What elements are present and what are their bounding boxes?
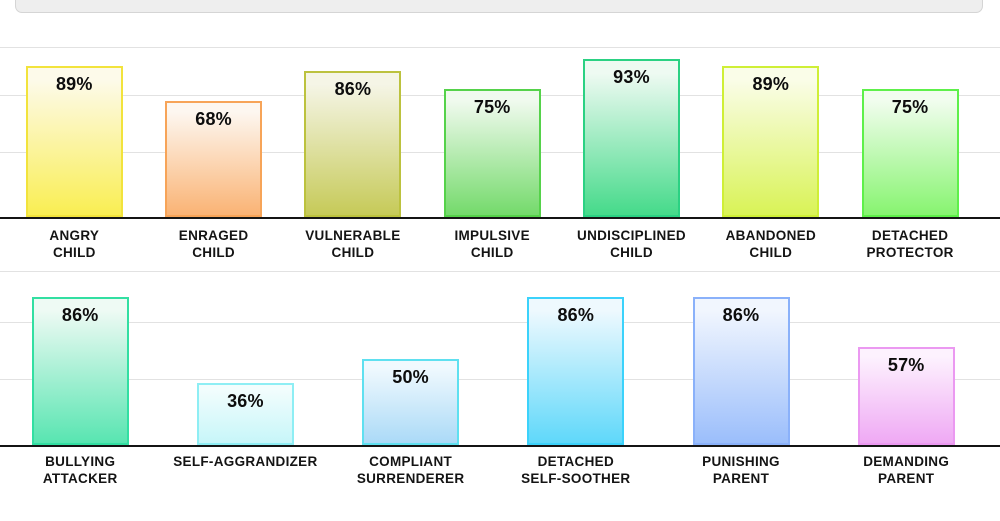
bar-angry-child[interactable]: 89%: [25, 66, 123, 217]
x-axis-line: [0, 445, 1000, 447]
category-label-line: SELF-AGGRANDIZER: [173, 454, 318, 469]
bar-value-label: 86%: [334, 79, 372, 99]
category-label-abandoned-child: ABANDONED CHILD: [691, 227, 851, 261]
category-label-line: PROTECTOR: [866, 245, 954, 260]
bar-enraged-child[interactable]: 68%: [165, 101, 263, 217]
category-label-line: VULNERABLE: [305, 228, 401, 243]
bar-value-label: 86%: [722, 305, 760, 325]
category-label-line: PUNISHING: [702, 454, 780, 469]
bar-value-label: 86%: [557, 305, 595, 325]
category-label-line: CHILD: [52, 245, 96, 260]
collapsed-panel[interactable]: [15, 0, 983, 13]
category-label-line: CHILD: [470, 245, 514, 260]
category-label-undisciplined-child: UNDISCIPLINED CHILD: [552, 227, 712, 261]
category-label-line: ANGRY: [49, 228, 100, 243]
bar-abandoned-child[interactable]: 89%: [722, 66, 820, 217]
bar-detached-protector[interactable]: 75%: [861, 89, 959, 217]
bar-punishing-parent[interactable]: 86%: [692, 297, 790, 445]
category-label-line: BULLYING: [45, 454, 116, 469]
category-label-line: ATTACKER: [42, 471, 118, 486]
gridline-100pct: [0, 271, 1000, 272]
bar-value-label: 89%: [55, 74, 93, 94]
category-label-line: CHILD: [331, 245, 375, 260]
category-label-line: DETACHED: [871, 228, 949, 243]
category-label-line: CHILD: [192, 245, 235, 260]
category-label-demanding-parent: DEMANDING PARENT: [826, 453, 986, 487]
category-label-angry-child: ANGRY CHILD: [0, 227, 154, 261]
bar-value-label: 75%: [473, 97, 511, 117]
bar-detached-self-soother[interactable]: 86%: [527, 297, 625, 445]
bar-value-label: 75%: [891, 97, 929, 117]
category-label-line: UNDISCIPLINED: [577, 228, 686, 243]
bar-value-label: 93%: [613, 67, 650, 87]
bar-bullying-attacker[interactable]: 86%: [31, 297, 129, 445]
category-label-detached-self-soother: DETACHED SELF-SOOTHER: [496, 453, 656, 487]
category-label-line: IMPULSIVE: [454, 228, 530, 243]
category-label-punishing-parent: PUNISHING PARENT: [661, 453, 821, 487]
category-label-line: CHILD: [749, 245, 793, 260]
category-label-line: PARENT: [878, 471, 935, 486]
category-label-line: SELF-SOOTHER: [521, 471, 631, 486]
bar-demanding-parent[interactable]: 57%: [857, 347, 955, 445]
category-label-line: ABANDONED: [725, 228, 817, 243]
category-label-line: COMPLIANT: [369, 454, 453, 469]
category-label-impulsive-child: IMPULSIVE CHILD: [412, 227, 572, 261]
category-label-line: SURRENDERER: [356, 471, 465, 486]
bar-value-label: 68%: [195, 109, 232, 129]
gridline: [0, 322, 1000, 323]
category-label-line: ENRAGED: [178, 228, 249, 243]
category-label-line: CHILD: [610, 245, 653, 260]
bar-value-label: 86%: [61, 305, 99, 325]
category-label-self-aggrandizer: SELF-AGGRANDIZER: [165, 453, 325, 470]
bar-self-aggrandizer[interactable]: 36%: [196, 383, 294, 445]
gridline-100pct: [0, 47, 1000, 48]
bar-vulnerable-child[interactable]: 86%: [304, 71, 402, 217]
bar-undisciplined-child[interactable]: 93%: [583, 59, 680, 217]
bar-value-label: 57%: [887, 355, 925, 375]
category-label-line: PARENT: [712, 471, 770, 486]
category-label-bullying-attacker: BULLYING ATTACKER: [0, 453, 160, 487]
x-axis-line: [0, 217, 1000, 219]
gridline: [0, 378, 1000, 380]
bar-impulsive-child[interactable]: 75%: [443, 89, 541, 217]
bar-value-label: 36%: [227, 391, 264, 411]
category-label-enraged-child: ENRAGED CHILD: [134, 227, 294, 261]
category-label-compliant-surrenderer: COMPLIANT SURRENDERER: [331, 453, 491, 487]
category-label-line: DETACHED: [537, 454, 614, 469]
category-label-line: DEMANDING: [863, 454, 950, 469]
bar-value-label: 89%: [752, 74, 790, 94]
category-label-detached-protector: DETACHED PROTECTOR: [830, 227, 990, 261]
category-label-vulnerable-child: VULNERABLE CHILD: [273, 227, 433, 261]
bar-compliant-surrenderer[interactable]: 50%: [362, 359, 460, 445]
bar-value-label: 50%: [392, 367, 429, 387]
